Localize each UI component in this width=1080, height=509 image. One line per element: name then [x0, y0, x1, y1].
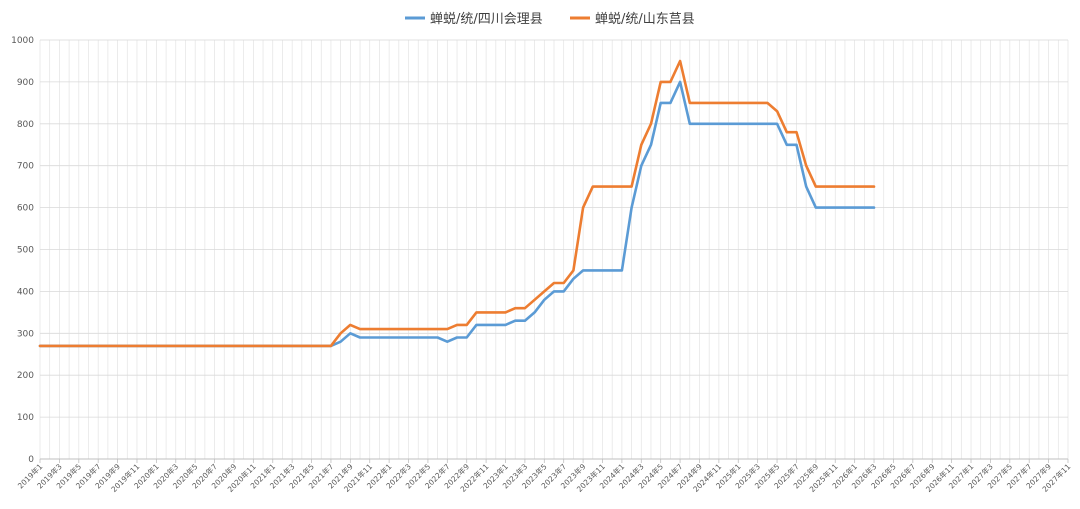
series-lines: [38, 59, 876, 348]
y-tick-label: 900: [17, 78, 34, 88]
series-line-shandong: [38, 59, 876, 348]
y-tick-label: 500: [17, 246, 34, 256]
legend-label-shandong: 蝉蜕/统/山东莒县: [595, 12, 695, 27]
y-tick-label: 800: [17, 120, 34, 130]
series-line-sichuan: [38, 80, 876, 348]
y-tick-label: 1000: [11, 36, 34, 46]
y-tick-label: 700: [17, 162, 34, 172]
y-tick-label: 400: [17, 287, 34, 297]
legend-label-sichuan: 蝉蜕/统/四川会理县: [430, 12, 543, 27]
y-tick-label: 300: [17, 329, 34, 339]
y-tick-label: 200: [17, 371, 34, 381]
grid: [39, 39, 1069, 460]
y-tick-label: 100: [17, 413, 34, 423]
y-tick-label: 600: [17, 204, 34, 214]
y-tick-label: 0: [28, 455, 34, 465]
axes: [39, 458, 1069, 463]
legend: 蝉蜕/统/四川会理县 蝉蜕/统/山东莒县: [405, 12, 695, 27]
x-tick-labels: 2019年12019年32019年52019年72019年92019年11202…: [15, 461, 1072, 494]
y-tick-labels: 0 100 200 300 400 500 600 700 800 900 1000: [11, 36, 34, 465]
